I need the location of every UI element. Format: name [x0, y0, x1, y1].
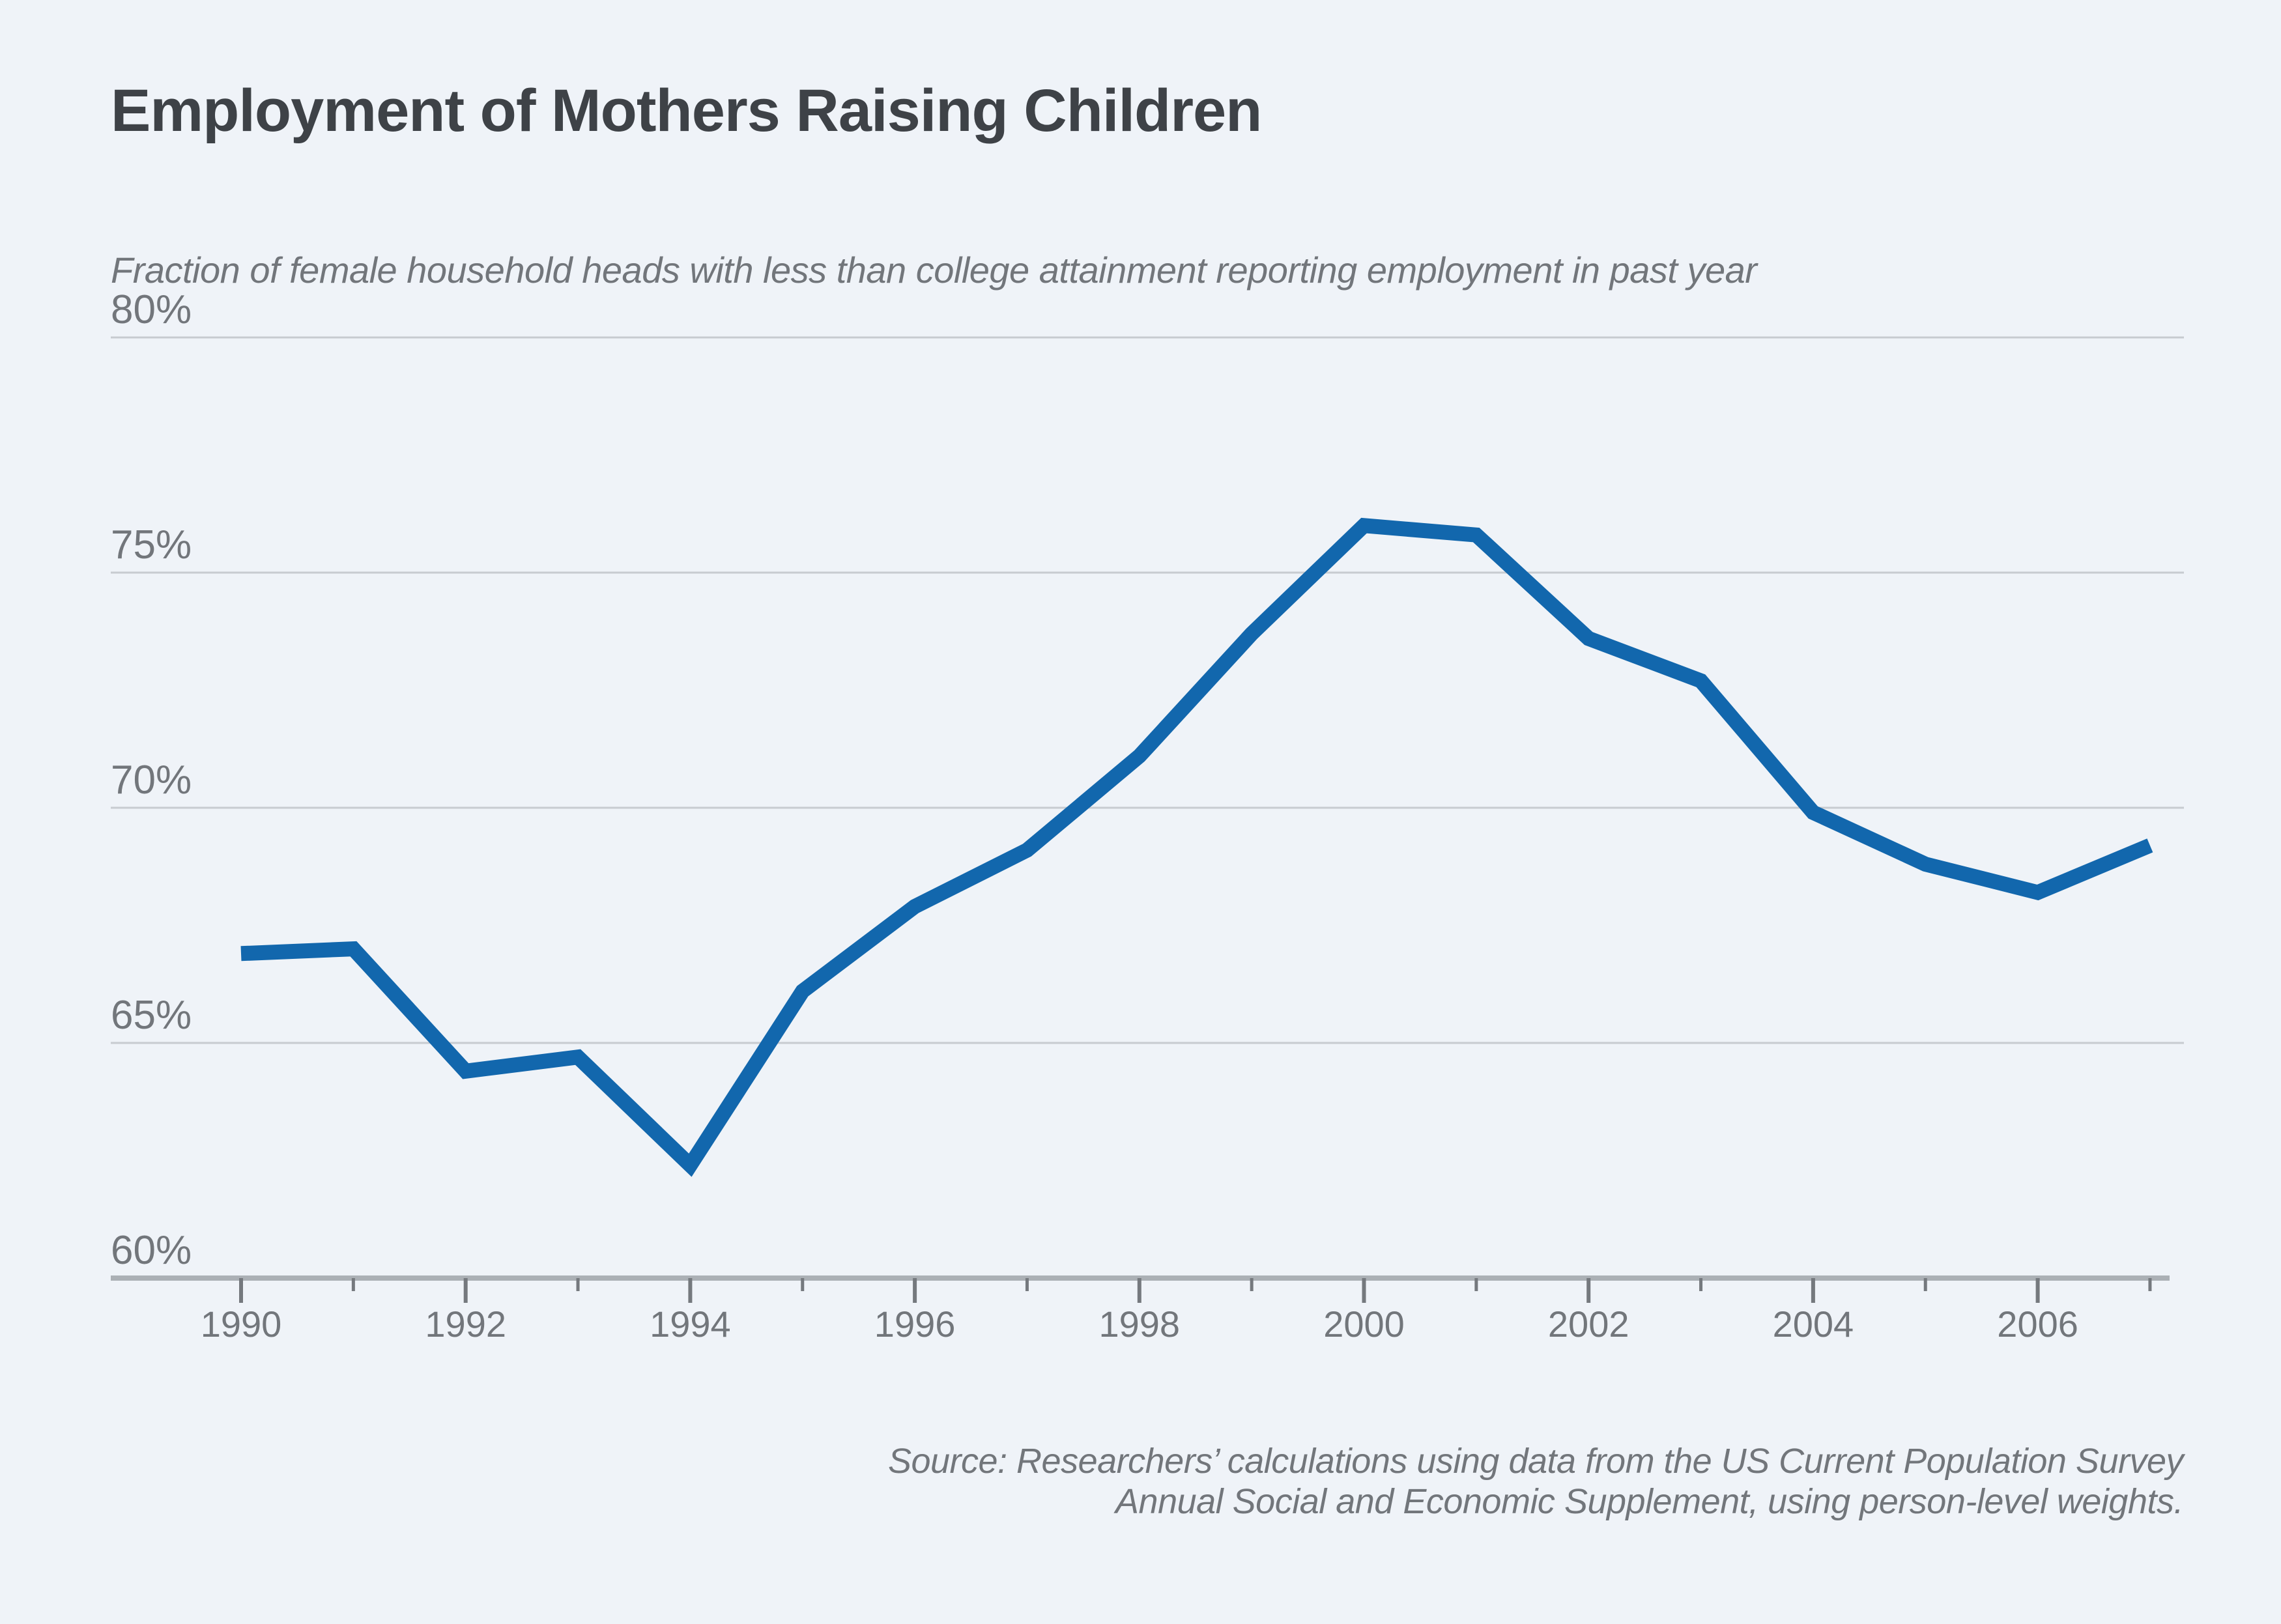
source-line-2: Annual Social and Economic Supplement, u…	[1115, 1482, 2183, 1521]
x-axis-label-1994: 1994	[650, 1303, 731, 1345]
x-axis-label-2006: 2006	[1997, 1303, 2078, 1345]
y-axis-label-80: 80%	[111, 287, 192, 332]
x-axis-label-2000: 2000	[1323, 1303, 1405, 1345]
x-axis-label-1998: 1998	[1099, 1303, 1181, 1345]
x-axis-label-1990: 1990	[201, 1303, 282, 1345]
employment-data-line	[240, 517, 2153, 1177]
x-axis-label-1996: 1996	[874, 1303, 956, 1345]
x-axis-label-2004: 2004	[1773, 1303, 1854, 1345]
chart-title: Employment of Mothers Raising Children	[111, 78, 1262, 144]
y-axis-label-65: 65%	[111, 993, 192, 1038]
x-axis-label-2002: 2002	[1548, 1303, 1629, 1345]
source-line-1: Source: Researchers’ calculations using …	[887, 1442, 2184, 1481]
x-axis-label-1992: 1992	[425, 1303, 506, 1345]
chart-subtitle: Fraction of female household heads with …	[111, 249, 1757, 291]
source-note: Source: Researchers’ calculations using …	[887, 1441, 2184, 1522]
y-axis-label-70: 70%	[111, 758, 192, 803]
y-axis-label-60: 60%	[111, 1228, 192, 1273]
y-axis-label-75: 75%	[111, 522, 192, 567]
